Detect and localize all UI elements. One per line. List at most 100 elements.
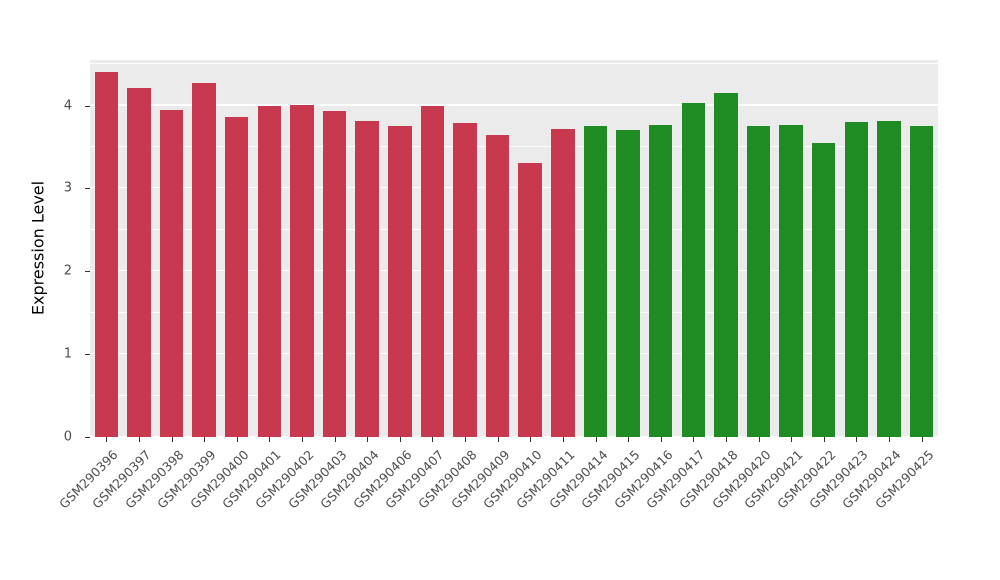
gridline-minor [90,146,938,147]
y-tick-label: 3 [63,180,72,196]
x-tick-mark [530,437,532,442]
bar-slot [481,60,514,437]
x-tick-mark [562,437,564,442]
bar-slot [383,60,416,437]
x-tick-mark [791,437,793,442]
plot-panel [90,60,938,437]
x-tick-mark [628,437,630,442]
bar-GSM290404 [355,121,379,437]
gridline-major [90,187,938,189]
bar-slot [220,60,253,437]
y-tick-label: 1 [63,346,72,362]
x-tick-mark [171,437,173,442]
bar-GSM290408 [453,122,477,437]
bar-slot [416,60,449,437]
bar-slot [449,60,482,437]
bar-slot [840,60,873,437]
bar-GSM290400 [225,117,249,437]
bar-GSM290406 [388,126,412,437]
bar-GSM290398 [159,109,184,437]
bar-GSM290424 [877,120,901,437]
x-tick-mark [204,437,206,442]
x-tick-mark [758,437,760,442]
bar-slot [351,60,384,437]
x-tick-mark [269,437,271,442]
bar-slot [188,60,221,437]
bar-slot [514,60,547,437]
gridline-minor [90,229,938,230]
x-tick-mark [889,437,891,442]
x-tick-mark [726,437,727,442]
y-tick-mark [85,354,90,356]
x-tick-mark [138,437,140,442]
bar-slot [644,60,677,437]
gridline-major [90,104,938,106]
bar-GSM290418 [714,93,738,437]
gridline-minor [90,63,938,65]
bar-slot [905,60,938,437]
x-tick-mark [432,437,434,442]
bar-GSM290401 [257,106,282,437]
y-tick-mark [85,188,90,190]
y-tick-label: 4 [63,98,72,114]
bar-slot [742,60,775,437]
y-tick-mark [85,437,90,438]
y-tick-mark [85,105,90,107]
bar-slot [547,60,580,437]
x-tick-mark [236,437,238,442]
bar-GSM290422 [811,142,836,437]
gridline-major [90,435,938,437]
bar-slot [807,60,840,437]
bar-GSM290409 [485,134,510,437]
bar-slot [775,60,808,437]
bars-container [90,60,938,437]
x-tick-mark [367,437,369,442]
y-axis: 0 1 2 3 4 [0,60,82,444]
bar-slot [123,60,156,437]
bar-slot [155,60,188,437]
bar-GSM290396 [94,72,119,437]
y-tick-label: 2 [63,263,72,279]
x-tick-mark [399,437,401,442]
gridline-minor [90,394,938,396]
bar-GSM290421 [779,125,803,437]
bar-slot [873,60,906,437]
x-tick-mark [497,437,499,442]
bar-GSM290415 [616,129,640,437]
bar-GSM290399 [192,83,216,437]
x-tick-mark [921,437,923,442]
gridline-major [90,352,938,355]
bar-GSM290417 [681,103,705,437]
bar-slot [612,60,645,437]
y-tick-mark [85,271,90,273]
x-tick-mark [823,437,825,442]
x-tick-mark [465,437,467,442]
bar-GSM290423 [844,122,869,437]
bar-GSM290402 [290,104,314,437]
bar-GSM290411 [551,128,575,437]
gridline-minor [90,312,938,313]
bar-GSM290425 [909,126,934,437]
bar-slot [90,60,123,437]
bar-GSM290414 [583,126,608,437]
x-tick-mark [106,437,108,442]
bar-slot [318,60,351,437]
bar-slot [710,60,743,437]
x-tick-mark [334,437,336,442]
x-tick-mark [302,437,303,442]
bar-GSM290407 [420,106,445,437]
y-tick-label: 0 [63,429,72,445]
x-tick-mark [856,437,858,442]
bar-slot [286,60,319,437]
bar-GSM290410 [518,162,542,437]
gridline-major [90,269,938,272]
x-tick-mark [660,437,662,442]
bar-GSM290403 [322,111,347,437]
x-tick-mark [693,437,695,442]
bar-GSM290416 [648,125,673,437]
bar-slot [677,60,710,437]
bar-GSM290397 [127,88,151,437]
bar-GSM290420 [746,126,771,437]
x-axis: GSM290396 GSM290397 GSM290398 GSM290399 GSM2… [56,437,938,577]
